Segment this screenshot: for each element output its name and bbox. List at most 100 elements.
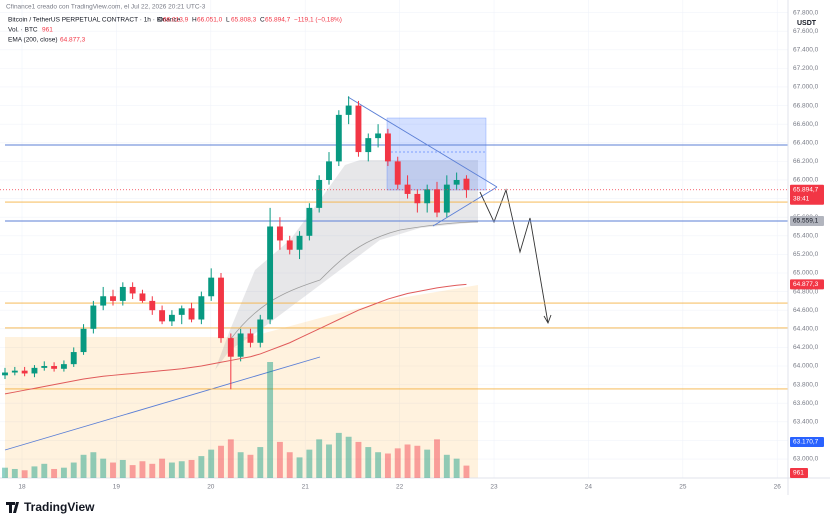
trend-line — [432, 186, 498, 227]
volume-bar — [70, 462, 77, 478]
logo-icon — [6, 502, 19, 513]
volume-bar — [237, 452, 244, 478]
candle-body — [365, 138, 372, 153]
candle-body — [247, 333, 254, 343]
candle-body — [159, 310, 166, 322]
candle-body — [414, 193, 421, 204]
y-tick-label: 63.400,0 — [793, 419, 819, 426]
volume-bar — [257, 447, 264, 478]
volume-bar — [198, 456, 205, 478]
y-tick-label: 67.400,0 — [793, 46, 819, 53]
candle-body — [21, 370, 28, 374]
projection-arrow — [543, 314, 552, 325]
symbol: Bitcoin / TetherUS PERPETUAL CONTRACT · … — [8, 17, 181, 24]
x-tick-label: 25 — [679, 484, 687, 491]
credit: Cfinance1 creado con TradingView.com, el… — [6, 4, 206, 11]
volume-bar — [306, 449, 313, 478]
candle-body — [208, 277, 215, 297]
volume-bar — [296, 457, 303, 478]
volume-bar — [188, 459, 195, 478]
volume-bar — [11, 468, 18, 478]
volume-value: 961 — [42, 27, 53, 34]
candle-body — [178, 308, 185, 315]
y-tick-label: 66.800,0 — [793, 102, 819, 109]
volume-bar — [424, 449, 431, 478]
candle-body — [453, 179, 460, 185]
candle-body — [434, 189, 440, 213]
ohlc-value: 66.013,9 — [163, 17, 189, 24]
y-tick-label: 64.400,0 — [793, 326, 819, 333]
y-tick-label: 65.400,0 — [793, 233, 819, 240]
volume-bar — [326, 444, 332, 478]
volume-bar — [247, 454, 254, 478]
shaded-zone — [5, 285, 478, 478]
candle-body — [11, 370, 18, 373]
volume-tag-label: 961 — [793, 470, 804, 477]
volume-bar — [335, 432, 342, 478]
price-tag — [790, 184, 824, 205]
volume-bar — [110, 462, 116, 478]
y-tick-label: 64.800,0 — [793, 288, 819, 295]
x-tick-label: 23 — [490, 484, 498, 491]
volume-bar — [208, 449, 215, 478]
candle-body — [276, 226, 283, 241]
x-tick-label: 20 — [207, 484, 215, 491]
candle-body — [129, 286, 136, 294]
volume-bar — [384, 453, 391, 478]
y-tick-label: 65.200,0 — [793, 251, 819, 258]
ohlc-value: 65.808,3 — [231, 17, 257, 24]
volume-bar — [443, 454, 450, 478]
y-tick-label: 66.600,0 — [793, 121, 819, 128]
volume-bar — [434, 439, 440, 478]
y-tick-label: 64.600,0 — [793, 307, 819, 314]
ema-label: EMA (200, close) — [8, 37, 58, 44]
volume-bar — [218, 445, 224, 478]
volume-tag — [790, 468, 808, 478]
volume-bar — [178, 461, 185, 478]
volume-bar — [80, 454, 87, 478]
candle-body — [375, 133, 382, 139]
countdown: 38:41 — [793, 195, 810, 202]
candle-body — [384, 133, 391, 162]
volume-bar — [168, 462, 175, 478]
candle-body — [257, 319, 264, 343]
volume-bar — [41, 463, 48, 478]
y-tick-label: 63.000,0 — [793, 456, 819, 463]
ema-value: 64.877,3 — [60, 37, 86, 44]
ohlc-key: O — [158, 17, 163, 24]
y-tick-label: 64.000,0 — [793, 363, 819, 370]
candle-body — [31, 367, 38, 374]
y-tick-label: 67.800,0 — [793, 9, 819, 16]
candle-body — [355, 105, 362, 153]
ohlc-key: H — [192, 17, 197, 24]
currency: USDT — [797, 20, 817, 27]
price-tag-label: 65.894,7 — [793, 186, 819, 193]
volume-bar — [129, 465, 136, 478]
volume-bar — [414, 445, 421, 478]
volume-bar — [139, 461, 146, 478]
x-tick-label: 21 — [302, 484, 310, 491]
candle-body — [139, 293, 146, 301]
candle-body — [90, 305, 97, 329]
volume-bar — [90, 452, 97, 478]
candle-body — [316, 179, 323, 208]
ohlc-value: 66.051,0 — [197, 17, 223, 24]
volume-bar — [355, 441, 362, 478]
candle-body — [404, 184, 411, 194]
volume-bar — [394, 448, 401, 478]
candle-body — [267, 226, 274, 320]
volume-bar — [276, 441, 283, 478]
ohlc-value: 65.894,7 — [265, 17, 291, 24]
candle-body — [198, 296, 205, 320]
x-tick-label: 19 — [113, 484, 121, 491]
y-tick-label: 64.200,0 — [793, 344, 819, 351]
ema-line — [4, 283, 467, 395]
candle-body — [218, 277, 224, 339]
volume-bar — [453, 458, 460, 478]
volume-label: Vol. · BTC — [8, 27, 38, 34]
y-tick-label: 67.000,0 — [793, 84, 819, 91]
candle-body — [119, 286, 126, 301]
candle-body — [41, 366, 48, 368]
candle-body — [100, 296, 107, 306]
